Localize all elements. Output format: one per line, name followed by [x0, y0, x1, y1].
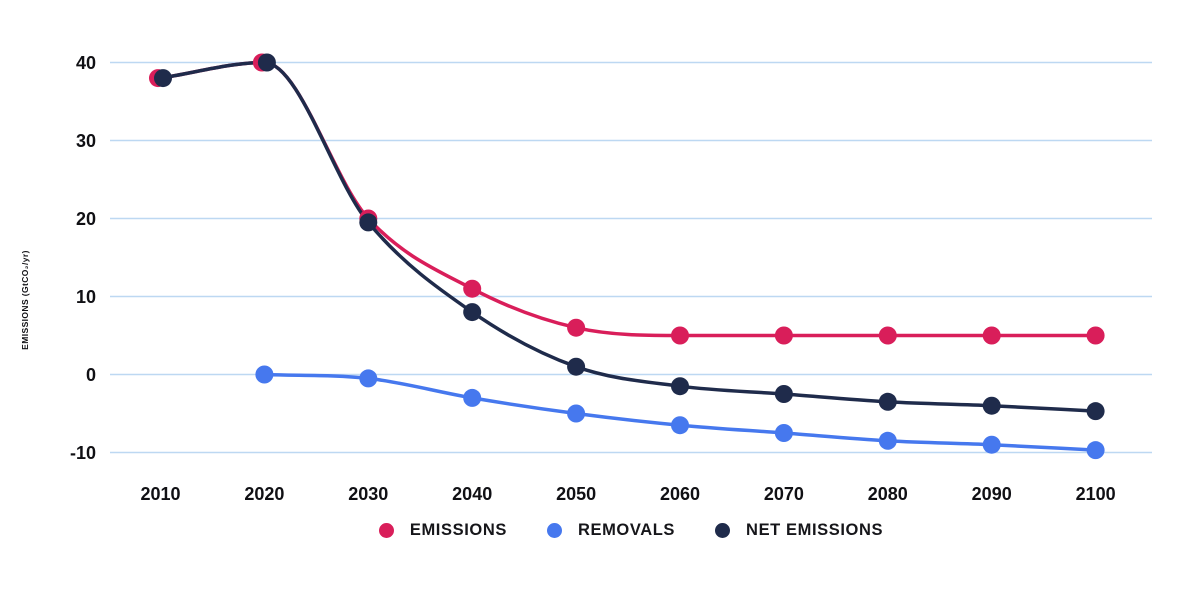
gridlines	[110, 61, 1152, 454]
point-net-emissions-2050	[567, 357, 586, 376]
legend-item-emissions: EMISSIONS	[378, 521, 507, 540]
point-removals-2040	[463, 388, 482, 407]
point-net-emissions-2080	[878, 392, 897, 411]
point-removals-2030	[359, 369, 378, 388]
point-net-emissions-2010	[154, 69, 172, 88]
point-emissions-2090	[982, 326, 1001, 345]
legend-label: REMOVALS	[577, 521, 676, 539]
y-tick-labels: 40 30 20 10 0 -10	[70, 53, 96, 463]
x-tick-label: 2100	[1076, 484, 1116, 504]
legend-dot-net-emissions	[715, 523, 731, 538]
point-net-emissions-2090	[982, 396, 1001, 415]
point-net-emissions-2030	[359, 213, 378, 232]
point-net-emissions-2040	[463, 303, 482, 322]
x-tick-label: 2020	[244, 484, 284, 504]
legend-label: NET EMISSIONS	[746, 521, 884, 539]
x-tick-label: 2090	[972, 484, 1012, 504]
legend-dot-emissions	[378, 523, 394, 538]
y-tick-label: 10	[76, 287, 96, 307]
point-emissions-2080	[878, 326, 897, 345]
legend-dot-removals	[546, 523, 562, 538]
legend: EMISSIONS REMOVALS NET EMISSIONS	[110, 521, 1152, 540]
line-emissions	[158, 60, 1098, 338]
point-emissions-2040	[463, 279, 482, 298]
x-tick-label: 2050	[556, 484, 596, 504]
point-net-emissions-2100	[1086, 402, 1105, 421]
point-emissions-2100	[1086, 326, 1105, 345]
point-emissions-2070	[774, 326, 793, 345]
point-removals-2020	[255, 365, 274, 384]
point-removals-2070	[774, 424, 793, 442]
point-net-emissions-2020	[257, 53, 276, 72]
line-net-emissions	[158, 60, 1098, 413]
y-tick-label: 30	[76, 131, 96, 151]
series-points	[149, 53, 1105, 460]
y-tick-label: 20	[76, 209, 96, 229]
legend-label: EMISSIONS	[409, 521, 507, 539]
point-emissions-2060	[671, 326, 689, 345]
point-removals-2100	[1086, 441, 1105, 460]
y-tick-label: 0	[86, 365, 96, 385]
y-axis-title: EMISSIONS (GtCO₂/yr)	[20, 250, 30, 350]
x-tick-label: 2060	[660, 484, 700, 504]
x-tick-label: 2070	[764, 484, 804, 504]
y-tick-label: 40	[76, 53, 96, 73]
point-net-emissions-2070	[774, 385, 793, 403]
x-tick-label: 2080	[868, 484, 908, 504]
series-lines	[158, 60, 1098, 452]
point-emissions-2050	[567, 318, 586, 337]
x-tick-label: 2040	[452, 484, 492, 504]
point-removals-2090	[982, 435, 1001, 454]
point-removals-2060	[671, 416, 689, 435]
point-removals-2050	[567, 404, 586, 423]
point-net-emissions-2060	[671, 377, 689, 396]
y-tick-label: -10	[70, 443, 96, 463]
x-tick-label: 2030	[348, 484, 388, 504]
x-tick-labels: 2010 2020 2030 2040 2050 2060 2070 2080 2090 2100	[140, 484, 1115, 504]
legend-item-net-emissions: NET EMISSIONS	[715, 521, 883, 540]
legend-item-removals: REMOVALS	[546, 521, 676, 540]
x-tick-label: 2010	[140, 484, 180, 504]
point-removals-2080	[878, 431, 897, 450]
